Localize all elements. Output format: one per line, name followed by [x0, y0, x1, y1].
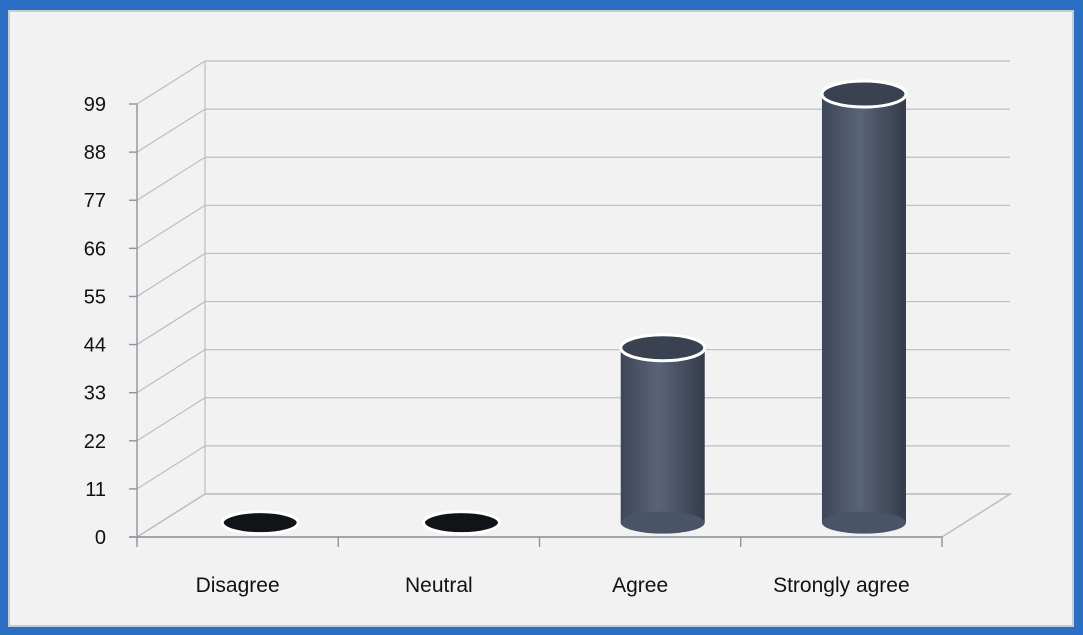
gridline-side: [136, 252, 206, 297]
y-tick-label: 0: [95, 527, 106, 549]
gridline-side: [136, 301, 206, 346]
bar-bottom: [620, 511, 705, 534]
bar-zero-disc: [220, 510, 300, 536]
gridline-side: [136, 349, 206, 394]
y-tick-label: 44: [84, 335, 106, 357]
chart-area: 0 11 22 33 44 55 66 77 88 99 Disagree Neutral Agree…: [8, 10, 1074, 627]
bar: [421, 510, 501, 536]
gridline-side: [136, 60, 206, 105]
y-tick-label: 99: [84, 94, 106, 116]
y-tick-labels: 0 11 22 33 44 55 66 77 88 99: [84, 94, 106, 549]
y-tick-label: 55: [84, 286, 106, 308]
bar-bottom: [821, 511, 906, 534]
bar: [220, 510, 300, 536]
bars: [220, 79, 908, 536]
gridline-side: [136, 108, 206, 153]
gridline-side: [136, 493, 206, 538]
bar-zero-disc: [421, 510, 501, 536]
bar-top: [820, 79, 908, 109]
x-category-label: Neutral: [405, 574, 473, 597]
gridline-side: [136, 156, 206, 201]
y-tick-label: 22: [84, 431, 106, 453]
x-category-label: Agree: [612, 574, 668, 597]
bar-body: [620, 347, 705, 523]
y-tick-label: 66: [84, 238, 106, 260]
gridline-side: [136, 204, 206, 249]
bar-body: [821, 94, 906, 523]
y-tick-label: 33: [84, 383, 106, 405]
y-tick-label: 77: [84, 190, 106, 212]
bar: [820, 79, 908, 534]
x-category-label: Disagree: [196, 574, 280, 597]
y-tick-label: 11: [85, 479, 106, 501]
bar-chart: 0 11 22 33 44 55 66 77 88 99 Disagree Neutral Agree…: [84, 60, 1013, 597]
x-category-label: Strongly agree: [773, 574, 910, 597]
bar-top: [619, 333, 707, 363]
gridline-side: [136, 445, 206, 490]
axes: [129, 61, 943, 547]
y-tick-label: 88: [84, 142, 106, 164]
x-category-labels: Disagree Neutral Agree Strongly agree: [196, 574, 910, 597]
bar: [619, 333, 707, 534]
gridline-side: [136, 397, 206, 442]
